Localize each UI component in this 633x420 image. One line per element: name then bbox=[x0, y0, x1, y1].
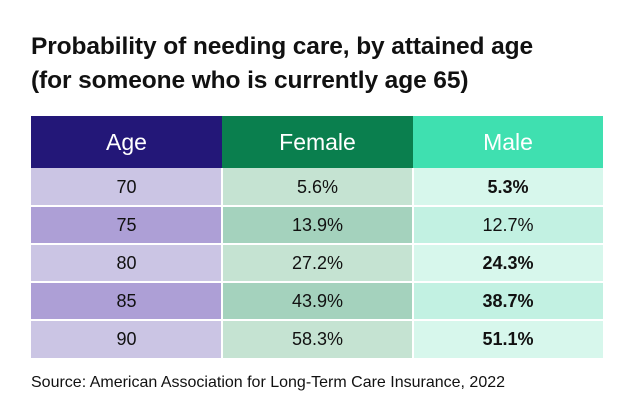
chart-title: Probability of needing care, by attained… bbox=[31, 30, 621, 98]
header-female: Female bbox=[222, 116, 413, 168]
table-row: 85 43.9% 38.7% bbox=[31, 282, 603, 320]
table-header-row: Age Female Male bbox=[31, 116, 603, 168]
header-age: Age bbox=[31, 116, 222, 168]
female-cell: 58.3% bbox=[222, 320, 413, 358]
female-cell: 43.9% bbox=[222, 282, 413, 320]
female-cell: 13.9% bbox=[222, 206, 413, 244]
male-cell: 5.3% bbox=[413, 168, 603, 206]
age-cell: 90 bbox=[31, 320, 222, 358]
table-row: 70 5.6% 5.3% bbox=[31, 168, 603, 206]
table-row: 75 13.9% 12.7% bbox=[31, 206, 603, 244]
male-cell: 24.3% bbox=[413, 244, 603, 282]
male-cell: 38.7% bbox=[413, 282, 603, 320]
row-divider bbox=[31, 243, 603, 245]
table-row: 90 58.3% 51.1% bbox=[31, 320, 603, 358]
age-cell: 85 bbox=[31, 282, 222, 320]
row-divider bbox=[31, 205, 603, 207]
row-divider bbox=[31, 319, 603, 321]
chart-title-line-1: Probability of needing care, by attained… bbox=[31, 33, 534, 60]
chart-title-line-2: (for someone who is currently age 65) bbox=[31, 67, 469, 94]
column-divider bbox=[221, 168, 223, 358]
probability-table: Age Female Male 70 5.6% 5.3% 75 13.9% 12.7% 80… bbox=[31, 116, 603, 358]
row-divider bbox=[31, 281, 603, 283]
male-cell: 12.7% bbox=[413, 206, 603, 244]
age-cell: 75 bbox=[31, 206, 222, 244]
female-cell: 5.6% bbox=[222, 168, 413, 206]
column-divider bbox=[412, 168, 414, 358]
male-cell: 51.1% bbox=[413, 320, 603, 358]
female-cell: 27.2% bbox=[222, 244, 413, 282]
table-row: 80 27.2% 24.3% bbox=[31, 244, 603, 282]
age-cell: 80 bbox=[31, 244, 222, 282]
source-note: Source: American Association for Long-Te… bbox=[31, 374, 506, 391]
header-male: Male bbox=[413, 116, 603, 168]
age-cell: 70 bbox=[31, 168, 222, 206]
